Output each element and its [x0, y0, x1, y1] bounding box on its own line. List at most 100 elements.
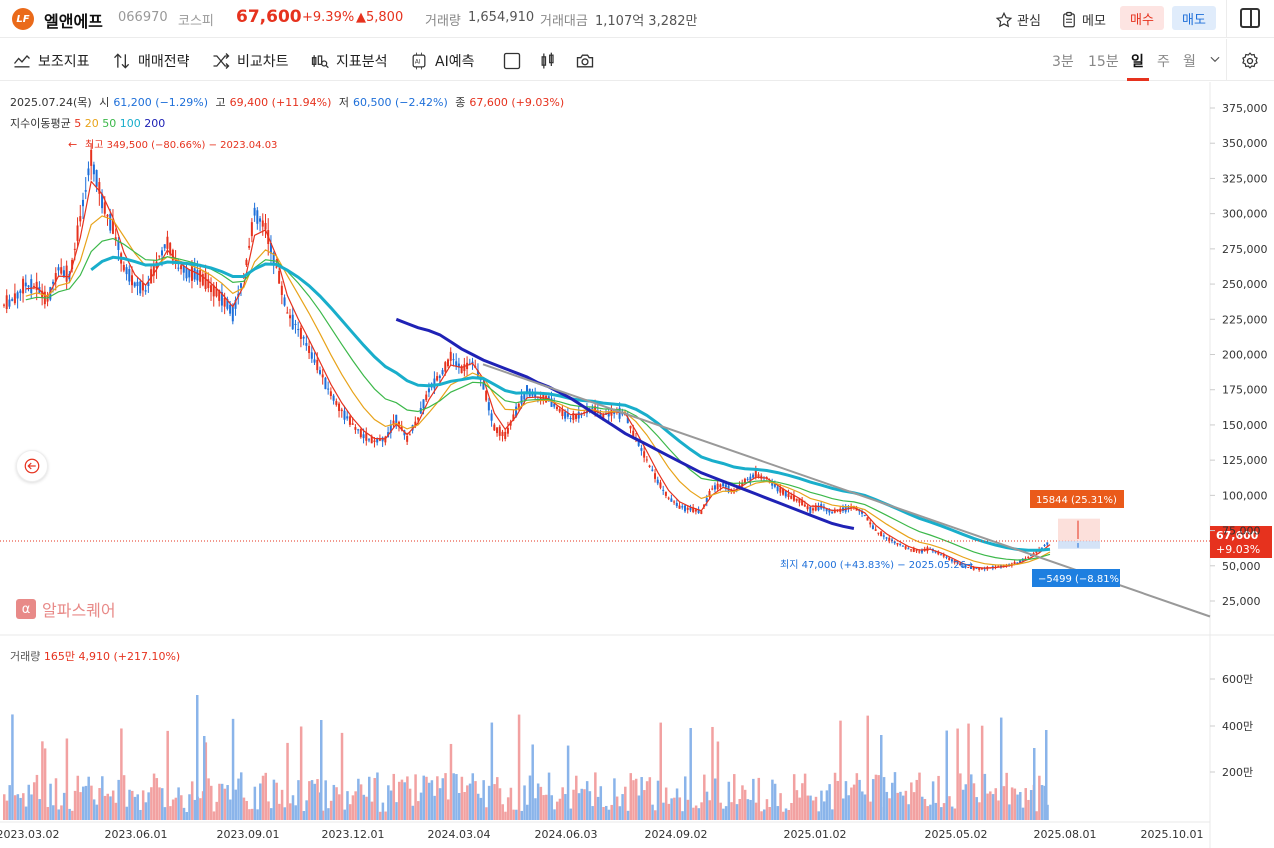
ema-legend[interactable]: 지수이동평균 5 20 50 100 200 — [10, 115, 165, 131]
tool-strategy[interactable]: 매매전략 — [112, 51, 190, 71]
amount-label: 거래대금 — [540, 14, 588, 29]
scroll-back-button[interactable] — [16, 450, 48, 482]
candle-body — [305, 343, 308, 346]
volume-bar — [836, 780, 840, 820]
candle-body — [8, 299, 11, 307]
volume-bar — [313, 783, 317, 820]
settings-button[interactable] — [1240, 51, 1260, 71]
watch-button[interactable]: 관심 — [995, 10, 1041, 29]
y-tick-label: 200,000 — [1222, 349, 1268, 362]
candle-body — [400, 425, 403, 430]
candle-body — [757, 474, 760, 478]
volume-bar — [433, 795, 436, 820]
sell-button[interactable]: 매도 — [1172, 6, 1216, 30]
volume-bar — [46, 806, 50, 820]
candle-body — [741, 483, 744, 487]
price-chart[interactable]: 67,600+9.03% ← 최고 349,500 (−80.66%) − 2023… — [0, 82, 1274, 848]
volume-bar — [852, 784, 856, 820]
side-panel-icon[interactable] — [1240, 8, 1260, 28]
candle-body — [310, 352, 313, 359]
volume-bar — [229, 799, 232, 820]
volume-bar — [564, 794, 567, 820]
timeframe-dropdown[interactable] — [1208, 52, 1222, 66]
ema-200: 200 — [144, 117, 166, 130]
volume-bar — [572, 789, 575, 820]
tool-square[interactable] — [502, 51, 522, 71]
tool-analysis[interactable]: 지표분석 — [310, 51, 388, 71]
volume-bar — [482, 780, 485, 820]
volume-bar — [8, 785, 11, 820]
candle-body — [558, 409, 561, 412]
volume-bar — [722, 808, 725, 820]
y-tick-label: 275,000 — [1222, 243, 1268, 256]
chart-area[interactable]: 67,600 +9.03% ← 최고 349,500 (−80.66%) − 2023… — [0, 82, 1274, 848]
candle-body — [493, 424, 496, 431]
candle-body — [942, 554, 945, 557]
timeframe-day[interactable]: 일 — [1131, 54, 1144, 70]
volume-bar — [436, 776, 439, 820]
candle-body — [782, 488, 785, 495]
candle-body — [866, 517, 869, 521]
volume-bar — [539, 786, 543, 820]
candle-body — [71, 259, 74, 270]
tool-screenshot[interactable] — [575, 51, 595, 71]
candle-body — [806, 506, 809, 510]
volume-bar — [275, 782, 278, 820]
candle-body — [970, 567, 973, 569]
volume-bar — [152, 773, 156, 820]
candle-body — [220, 292, 223, 306]
volume-bar — [950, 806, 954, 820]
candle-body — [1029, 555, 1032, 557]
candle-body — [803, 504, 806, 507]
candle-body — [457, 363, 460, 368]
volume-bar — [956, 728, 959, 820]
volume-tick-label: 600만 — [1222, 673, 1253, 686]
volume-bar — [441, 778, 445, 820]
candle-body — [177, 267, 180, 269]
candle-body — [90, 149, 93, 166]
volume-bar — [515, 809, 518, 820]
candle-body — [1013, 562, 1016, 565]
volume-bar — [103, 795, 107, 820]
candle-body — [754, 470, 757, 477]
volume-bar — [13, 795, 17, 820]
timeframe-15m[interactable]: 15분 — [1088, 54, 1119, 70]
tool-compare[interactable]: 비교차트 — [211, 51, 289, 71]
volume-bar — [659, 722, 662, 820]
timeframe-month[interactable]: 월 — [1183, 54, 1196, 70]
buy-button[interactable]: 매수 — [1120, 6, 1164, 30]
stock-name[interactable]: 엘앤에프 — [44, 12, 103, 31]
volume-bar — [5, 800, 9, 820]
memo-button[interactable]: 메모 — [1060, 10, 1106, 29]
candle-body — [476, 370, 479, 377]
candle-body — [689, 507, 692, 511]
tool-candle[interactable] — [538, 51, 558, 71]
volume-bar — [940, 807, 943, 820]
x-tick-label: 2024.06.03 — [535, 828, 598, 841]
volume-bar — [245, 800, 248, 820]
candle-body — [463, 364, 466, 372]
candle-body — [109, 214, 112, 231]
timeframe-week[interactable]: 주 — [1157, 54, 1170, 70]
candle-body — [915, 550, 918, 552]
volume-bar — [381, 802, 385, 820]
volume-spike — [203, 736, 206, 820]
volume-bar — [92, 799, 96, 820]
candle-body — [79, 216, 82, 222]
candle-body — [245, 259, 248, 266]
volume-bar — [670, 798, 673, 820]
tool-indicators[interactable]: 보조지표 — [12, 51, 90, 71]
volume-bar — [664, 787, 668, 820]
x-tick-label: 2024.03.04 — [428, 828, 491, 841]
volume-bar — [812, 800, 815, 820]
volume-bar — [558, 798, 562, 820]
volume-bar — [624, 786, 627, 820]
volume-tick-label: 200만 — [1222, 766, 1253, 779]
timeframe-3m[interactable]: 3분 — [1052, 54, 1074, 70]
tool-ai[interactable]: AI AI예측 — [409, 51, 474, 71]
volume-bar — [850, 787, 853, 820]
volume-bar — [87, 776, 90, 820]
volume-bar — [561, 787, 564, 820]
candle-body — [346, 416, 349, 419]
market-label: 코스피 — [178, 14, 214, 29]
